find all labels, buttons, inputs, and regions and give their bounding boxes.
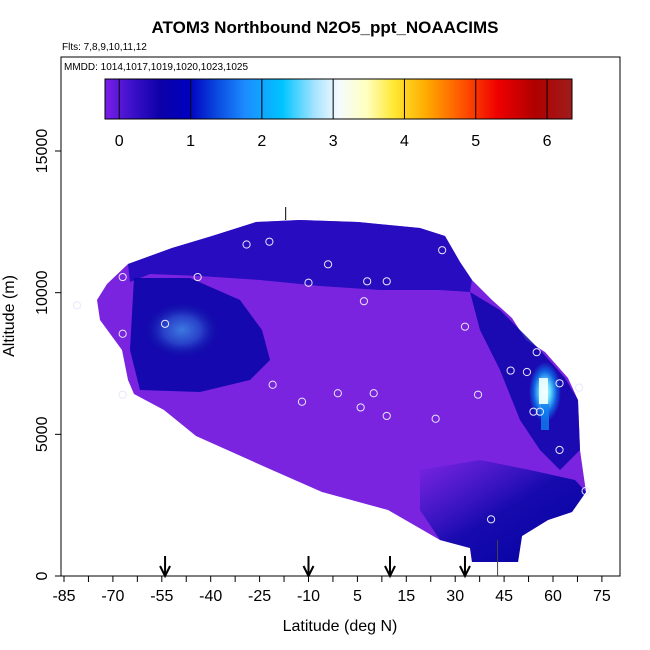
colorbar-tick-label: 5: [471, 133, 480, 150]
colorbar-tick-label: 4: [400, 133, 409, 150]
x-axis-label: Latitude (deg N): [283, 618, 398, 635]
sample-point: [118, 390, 127, 399]
sample-point: [535, 407, 545, 416]
y-tick-label: 5000: [34, 416, 51, 452]
x-tick-label: 60: [544, 588, 562, 605]
colorbar-tick-label: 6: [543, 133, 552, 150]
y-tick-label: 0: [34, 571, 51, 580]
colorbar-tick-label: 2: [257, 133, 266, 150]
x-tick-label: 15: [397, 588, 415, 605]
sample-point: [72, 301, 82, 310]
x-tick-label: -25: [248, 588, 271, 605]
sample-point: [193, 272, 202, 282]
hotspot-tail: [541, 404, 549, 430]
x-tick-label: 45: [495, 588, 513, 605]
sample-point: [118, 329, 127, 338]
latitude-arrow: [459, 556, 471, 579]
y-tick-label: 10000: [34, 270, 51, 315]
colorbar: [104, 78, 573, 120]
southern-enhancement: [144, 302, 220, 358]
sample-point: [265, 237, 274, 246]
sample-point: [438, 246, 447, 255]
latitude-arrow: [159, 556, 171, 579]
mmdd-label: MMDD: 1014,1017,1019,1020,1023,1025: [64, 62, 248, 73]
x-tick-label: -10: [297, 588, 320, 605]
plot-frame: [60, 56, 621, 577]
x-tick-label: -55: [150, 588, 173, 605]
x-tick-label: -85: [52, 588, 75, 605]
chart-title: ATOM3 Northbound N2O5_ppt_NOAACIMS: [151, 18, 499, 37]
upper-dark-band: [128, 220, 472, 292]
x-tick-label: 75: [593, 588, 611, 605]
colorbar-tick-label: 0: [115, 133, 124, 150]
sample-point: [460, 322, 470, 331]
colorbar-tick-label: 3: [329, 133, 338, 150]
sample-point: [581, 486, 590, 496]
sample-point: [473, 390, 483, 399]
latitude-arrow: [384, 556, 396, 579]
x-tick-label: 30: [446, 588, 464, 605]
sample-point: [486, 515, 496, 524]
latitude-arrow: [302, 556, 315, 579]
sample-point: [506, 366, 515, 375]
y-axis: 0 5000 10000 15000: [34, 129, 61, 580]
sample-point: [555, 379, 564, 388]
sample-point: [356, 403, 365, 412]
x-tick-label: -40: [199, 588, 222, 605]
sample-point: [363, 277, 372, 286]
sample-point: [529, 407, 538, 416]
sample-point: [268, 380, 277, 389]
latitude-arrows: [159, 556, 471, 579]
sample-point: [555, 445, 564, 455]
sample-point: [382, 277, 391, 286]
sample-point: [297, 397, 307, 406]
sample-point: [359, 297, 369, 306]
sample-point: [304, 278, 313, 287]
sample-points: [72, 207, 590, 576]
x-axis: -85 -70 -55 -40 -25 -10 5 15 30 45 60 75: [52, 576, 611, 605]
heatmap-field: [72, 207, 590, 576]
sample-point: [382, 411, 391, 421]
sample-point: [431, 414, 440, 423]
sample-point: [160, 319, 170, 328]
colorbar-ticks: 0 1 2 3 4 5 6: [115, 79, 552, 150]
sample-point: [574, 383, 584, 392]
sample-point: [333, 389, 342, 398]
y-tick-label: 15000: [34, 129, 51, 174]
sample-point: [118, 272, 127, 282]
eastern-dark-column: [470, 292, 580, 470]
flights-label: Flts: 7,8,9,10,11,12: [62, 42, 147, 53]
x-tick-label: 5: [353, 588, 362, 605]
lower-dark-band: [420, 460, 586, 562]
colorbar-tick-label: 1: [186, 133, 195, 150]
sample-point: [369, 389, 378, 398]
sample-point: [323, 260, 333, 269]
hotspot-core: [539, 378, 548, 404]
sample-point: [532, 348, 541, 357]
sample-point: [242, 240, 251, 249]
x-tick-label: -70: [101, 588, 124, 605]
sample-point: [522, 367, 532, 377]
y-axis-label: Altitude (m): [1, 275, 18, 357]
